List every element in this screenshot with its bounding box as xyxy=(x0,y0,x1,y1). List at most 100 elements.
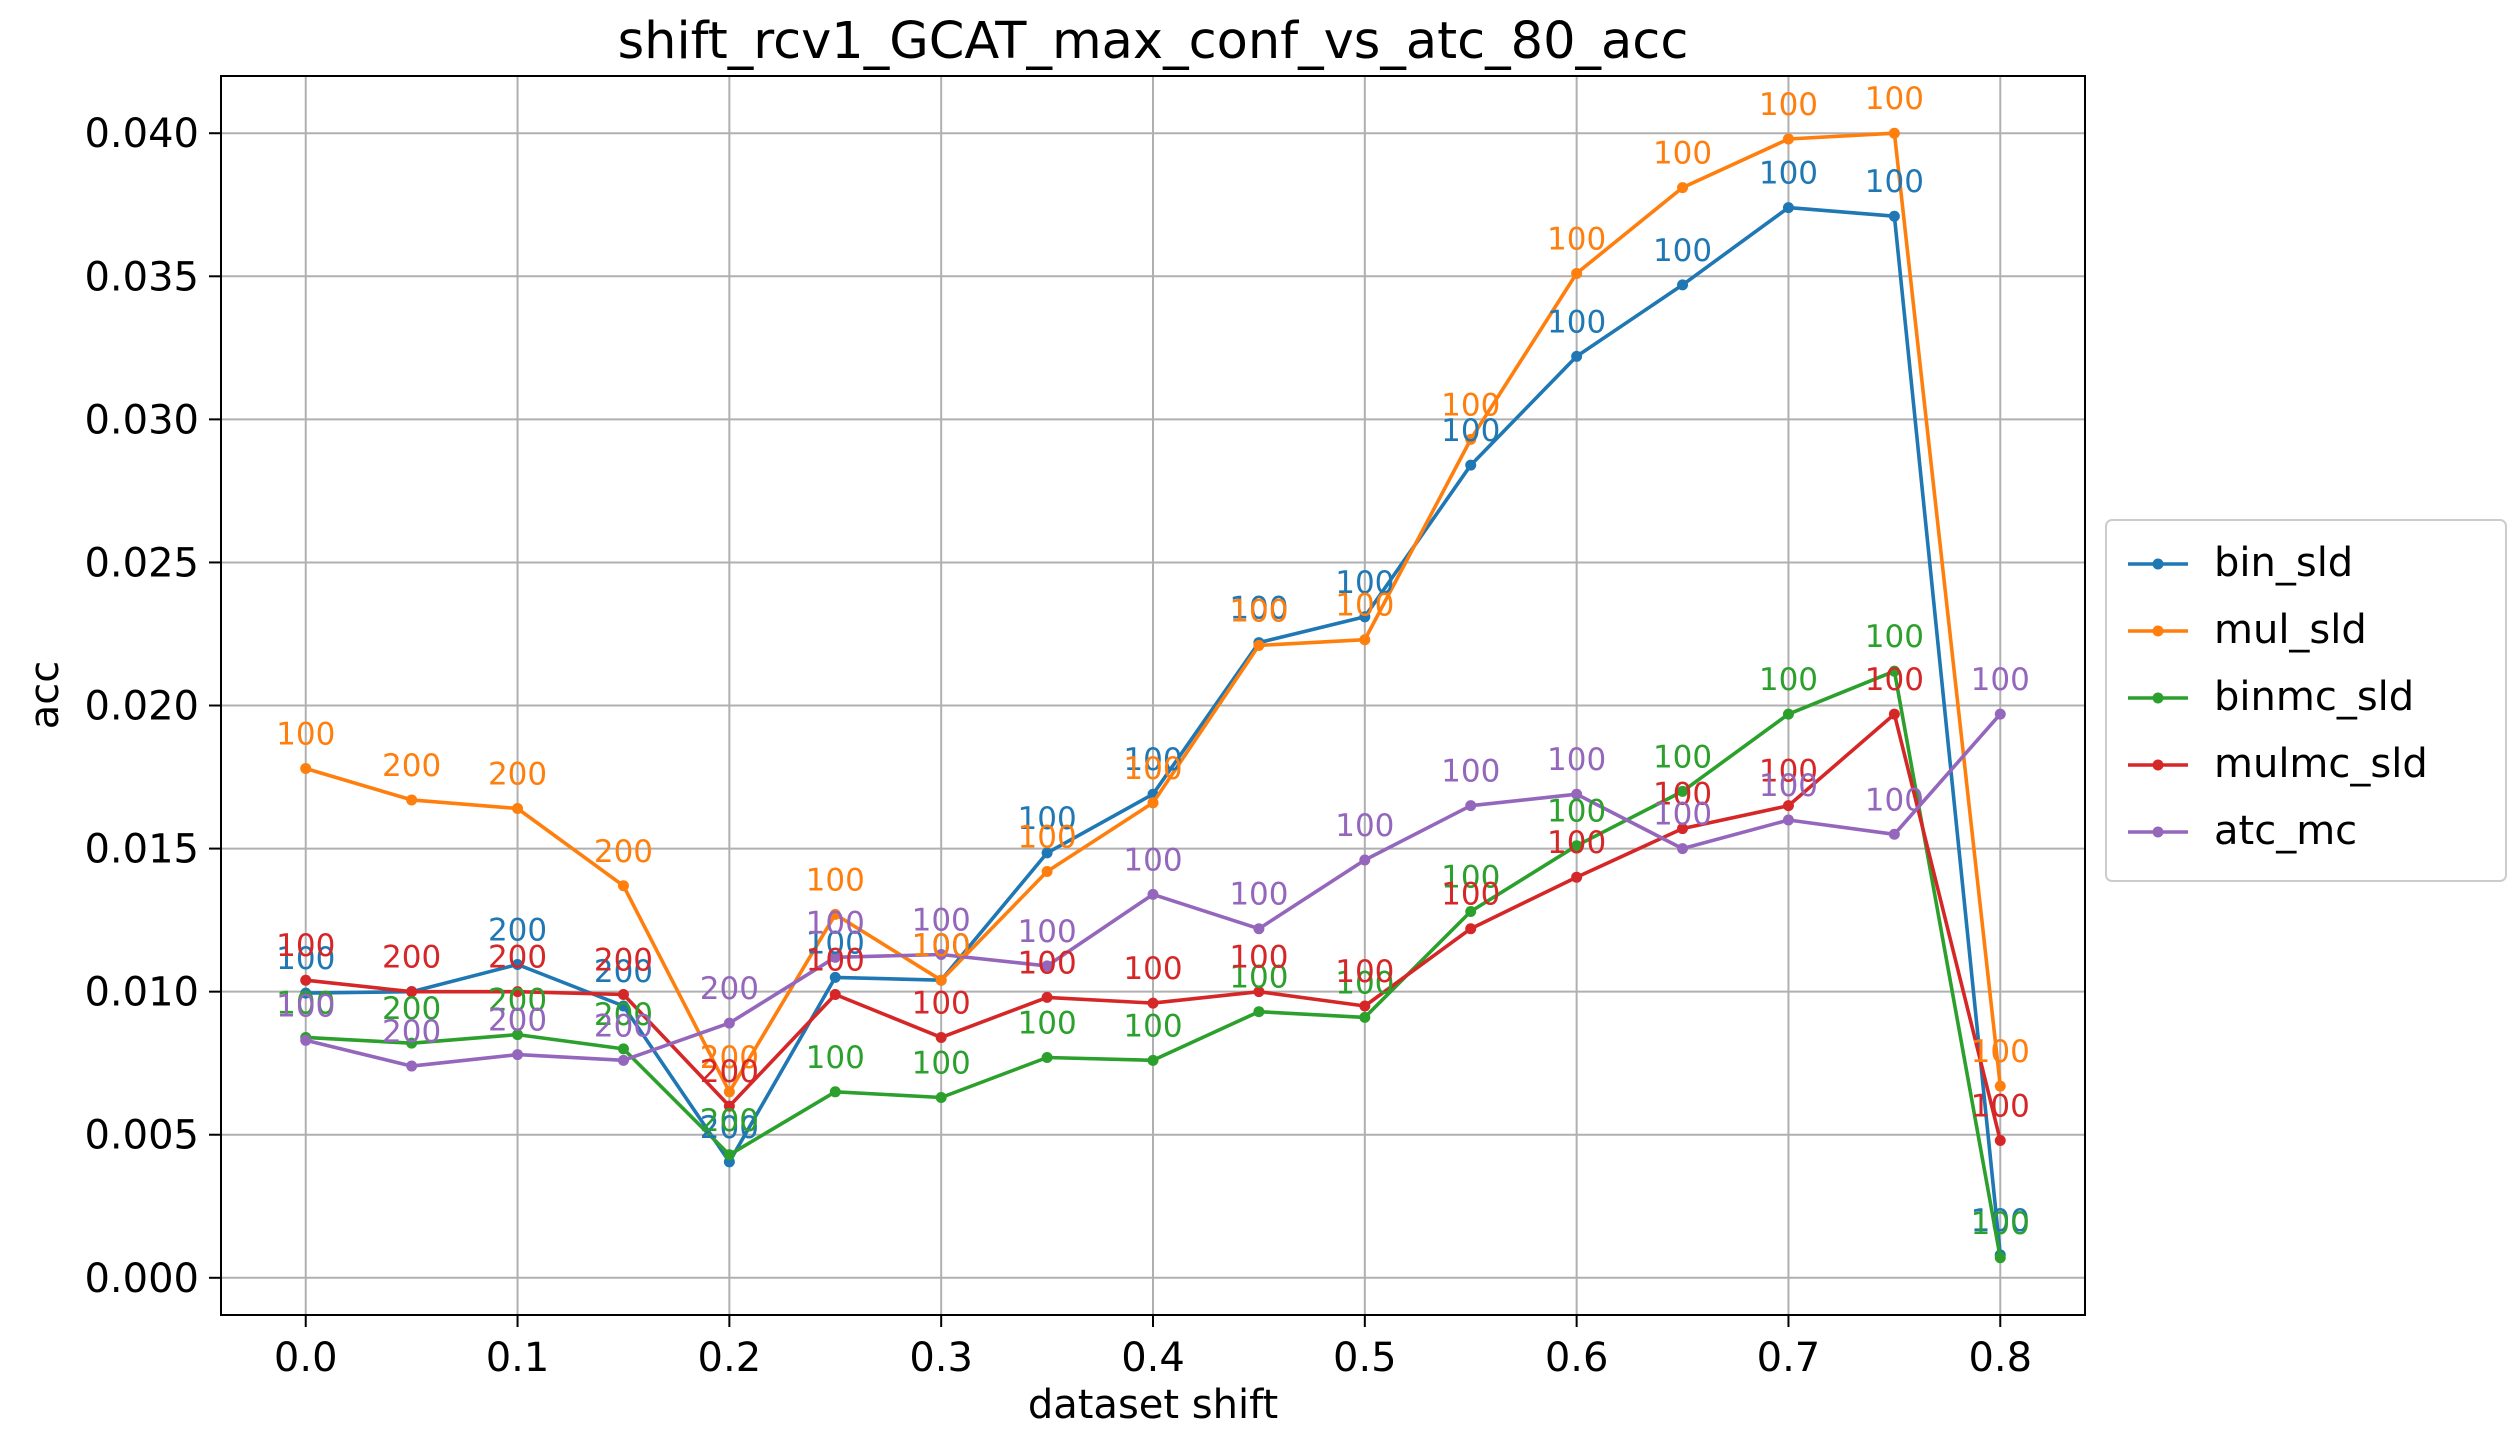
data-point-binmc_sld xyxy=(1253,1006,1265,1018)
data-label-atc_mc: 100 xyxy=(1441,754,1500,790)
data-point-binmc_sld xyxy=(1147,1054,1159,1066)
data-label-binmc_sld: 100 xyxy=(1018,1005,1077,1041)
x-tick-label: 0.6 xyxy=(1545,1335,1609,1381)
data-label-bin_sld: 100 xyxy=(1971,1203,2030,1239)
data-point-binmc_sld xyxy=(1782,708,1794,720)
data-label-binmc_sld: 100 xyxy=(912,1046,971,1082)
data-label-mulmc_sld: 100 xyxy=(1971,1088,2030,1124)
x-tick-label: 0.7 xyxy=(1757,1335,1821,1381)
data-label-mulmc_sld: 100 xyxy=(276,928,335,964)
data-point-atc_mc xyxy=(935,948,947,960)
legend-marker-mulmc_sld xyxy=(2152,759,2164,771)
data-label-mulmc_sld: 100 xyxy=(1123,951,1182,987)
data-label-atc_mc: 100 xyxy=(1865,782,1924,818)
data-label-binmc_sld: 100 xyxy=(1865,619,1924,655)
data-point-binmc_sld xyxy=(1359,1011,1371,1023)
data-label-binmc_sld: 100 xyxy=(1123,1008,1182,1044)
data-point-atc_mc xyxy=(1465,800,1477,812)
data-label-mul_sld: 100 xyxy=(276,716,335,752)
data-point-mul_sld xyxy=(829,908,841,920)
axis-ticks: 0.0 0.1 0.2 0.3 0.4 0.5 0.6 0.7 0.8 0.000 0.005 0.0… xyxy=(84,111,2032,1381)
legend-label-bin_sld: bin_sld xyxy=(2214,540,2353,586)
data-point-bin_sld xyxy=(1888,210,1900,222)
x-tick-label: 0.5 xyxy=(1333,1335,1397,1381)
data-point-mulmc_sld xyxy=(1571,871,1583,883)
x-tick-label: 0.4 xyxy=(1121,1335,1185,1381)
x-tick-label: 0.0 xyxy=(274,1335,338,1381)
data-point-atc_mc xyxy=(406,1060,418,1072)
data-label-mulmc_sld: 200 xyxy=(700,1054,759,1090)
data-label-atc_mc: 100 xyxy=(1229,877,1288,913)
x-tick-label: 0.2 xyxy=(698,1335,762,1381)
data-label-mul_sld: 100 xyxy=(1547,221,1606,257)
data-label-bin_sld: 100 xyxy=(1018,801,1077,837)
x-tick-label: 0.8 xyxy=(1968,1335,2032,1381)
data-label-mul_sld: 100 xyxy=(912,928,971,964)
y-tick-label: 0.010 xyxy=(84,970,199,1016)
legend-marker-mul_sld xyxy=(2152,625,2164,637)
data-point-mulmc_sld xyxy=(1465,923,1477,935)
data-label-atc_mc: 100 xyxy=(806,905,865,941)
data-point-atc_mc xyxy=(1571,788,1583,800)
data-label-mulmc_sld: 100 xyxy=(1441,877,1500,913)
series-lines xyxy=(300,127,2006,1264)
data-point-mulmc_sld xyxy=(829,989,841,1001)
data-point-mul_sld xyxy=(1571,267,1583,279)
data-point-atc_mc xyxy=(300,1034,312,1046)
data-label-atc_mc: 100 xyxy=(1971,662,2030,698)
data-point-atc_mc xyxy=(512,1049,524,1061)
data-point-mulmc_sld xyxy=(1253,986,1265,998)
data-label-mul_sld: 100 xyxy=(1335,588,1394,624)
data-point-atc_mc xyxy=(1994,708,2006,720)
data-point-mul_sld xyxy=(617,880,629,892)
data-label-mulmc_sld: 200 xyxy=(382,940,441,976)
data-label-bin_sld: 100 xyxy=(1653,233,1712,269)
data-point-bin_sld xyxy=(617,1000,629,1012)
data-label-binmc_sld: 200 xyxy=(488,983,547,1019)
data-point-mulmc_sld xyxy=(300,974,312,986)
data-label-atc_mc: 200 xyxy=(488,1003,547,1039)
data-point-mul_sld xyxy=(935,974,947,986)
data-label-mulmc_sld: 200 xyxy=(594,943,653,979)
data-label-atc_mc: 100 xyxy=(912,902,971,938)
data-label-mulmc_sld: 100 xyxy=(1865,662,1924,698)
data-label-binmc_sld: 200 xyxy=(594,997,653,1033)
data-point-mulmc_sld xyxy=(406,986,418,998)
data-point-binmc_sld xyxy=(1994,1252,2006,1264)
data-point-mul_sld xyxy=(300,762,312,774)
legend-marker-atc_mc xyxy=(2152,826,2164,838)
data-point-mulmc_sld xyxy=(1041,991,1053,1003)
data-point-mulmc_sld xyxy=(512,986,524,998)
legend-marker-binmc_sld xyxy=(2152,692,2164,704)
data-point-bin_sld xyxy=(1359,611,1371,623)
data-point-atc_mc xyxy=(1147,888,1159,900)
data-label-mul_sld: 100 xyxy=(1229,593,1288,629)
data-label-binmc_sld: 100 xyxy=(1547,794,1606,830)
data-label-atc_mc: 100 xyxy=(1123,842,1182,878)
chart-title: shift_rcv1_GCAT_max_conf_vs_atc_80_acc xyxy=(618,12,1689,71)
data-point-atc_mc xyxy=(1359,854,1371,866)
legend: bin_sld mul_sld binmc_sld mulmc_sld atc_mc xyxy=(2105,519,2507,882)
data-point-binmc_sld xyxy=(1677,785,1689,797)
data-point-bin_sld xyxy=(1571,350,1583,362)
y-tick-label: 0.040 xyxy=(84,111,199,157)
data-label-atc_mc: 200 xyxy=(594,1008,653,1044)
legend-marker-bin_sld xyxy=(2152,558,2164,570)
legend-label-mulmc_sld: mulmc_sld xyxy=(2214,741,2428,787)
data-point-mul_sld xyxy=(1147,797,1159,809)
data-label-mul_sld: 200 xyxy=(700,1040,759,1076)
data-point-binmc_sld xyxy=(935,1092,947,1104)
data-point-mul_sld xyxy=(512,803,524,815)
data-label-mulmc_sld: 100 xyxy=(1018,945,1077,981)
data-label-mul_sld: 100 xyxy=(1971,1034,2030,1070)
data-point-mulmc_sld xyxy=(1359,1000,1371,1012)
data-point-mulmc_sld xyxy=(935,1031,947,1043)
data-point-bin_sld xyxy=(829,971,841,983)
y-tick-label: 0.025 xyxy=(84,540,199,586)
x-axis-label: dataset shift xyxy=(1028,1382,1278,1428)
data-point-binmc_sld xyxy=(512,1029,524,1041)
data-point-mulmc_sld xyxy=(723,1100,735,1112)
data-label-bin_sld: 200 xyxy=(488,912,547,948)
data-point-mul_sld xyxy=(406,794,418,806)
